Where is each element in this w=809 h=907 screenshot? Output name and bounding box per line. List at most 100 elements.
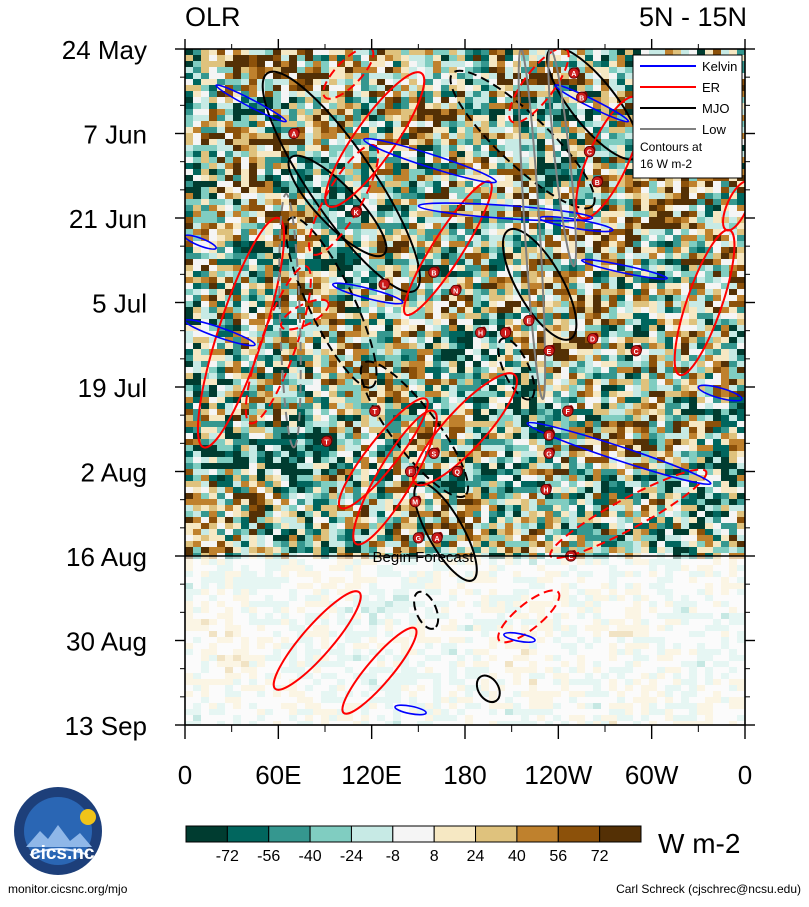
field-cell xyxy=(193,163,202,170)
field-cell xyxy=(457,373,466,380)
field-cell xyxy=(601,61,610,68)
field-cell xyxy=(329,337,338,344)
field-cell xyxy=(441,175,450,182)
field-cell xyxy=(489,259,498,266)
field-cell xyxy=(537,427,546,434)
field-cell xyxy=(337,361,346,368)
field-cell xyxy=(193,103,202,110)
field-cell xyxy=(561,343,570,350)
field-cell xyxy=(225,325,234,332)
field-cell xyxy=(185,367,194,374)
field-cell xyxy=(265,199,274,206)
field-cell xyxy=(569,211,578,218)
field-cell xyxy=(209,445,218,452)
field-cell xyxy=(697,409,706,416)
field-cell xyxy=(585,457,594,464)
field-cell xyxy=(537,97,546,104)
field-cell xyxy=(481,109,490,116)
field-cell xyxy=(689,409,698,416)
field-cell xyxy=(481,385,490,392)
field-cell xyxy=(233,127,242,134)
field-cell xyxy=(513,127,522,134)
field-cell xyxy=(569,349,578,356)
field-cell xyxy=(369,61,378,68)
field-cell xyxy=(681,259,690,266)
field-cell xyxy=(609,157,618,164)
field-cell xyxy=(729,427,738,434)
field-cell xyxy=(537,313,546,320)
field-cell xyxy=(657,295,666,302)
field-cell xyxy=(281,355,290,362)
field-cell xyxy=(665,421,674,428)
field-cell xyxy=(681,247,690,254)
field-cell xyxy=(321,97,330,104)
field-cell xyxy=(393,283,402,290)
field-cell xyxy=(657,193,666,200)
field-cell xyxy=(537,109,546,116)
field-cell xyxy=(577,373,586,380)
field-cell xyxy=(201,229,210,236)
field-cell xyxy=(241,205,250,212)
field-cell xyxy=(409,67,418,74)
field-cell xyxy=(369,181,378,188)
field-cell xyxy=(521,169,530,176)
field-cell xyxy=(257,145,266,152)
field-cell xyxy=(633,445,642,452)
field-cell xyxy=(249,163,258,170)
field-cell xyxy=(225,475,234,482)
field-cell xyxy=(729,283,738,290)
field-cell xyxy=(545,295,554,302)
field-cell xyxy=(481,175,490,182)
field-cell xyxy=(209,469,218,476)
field-cell xyxy=(585,241,594,248)
field-cell xyxy=(273,367,282,374)
field-cell xyxy=(201,127,210,134)
field-cell xyxy=(713,301,722,308)
field-cell xyxy=(361,109,370,116)
field-cell xyxy=(241,295,250,302)
field-cell xyxy=(209,133,218,140)
field-cell xyxy=(305,355,314,362)
field-cell xyxy=(553,451,562,458)
field-cell xyxy=(241,265,250,272)
field-cell xyxy=(393,259,402,266)
field-cell xyxy=(625,457,634,464)
field-cell xyxy=(545,277,554,284)
field-cell xyxy=(633,289,642,296)
field-cell xyxy=(489,61,498,68)
field-cell xyxy=(489,331,498,338)
field-cell xyxy=(601,319,610,326)
field-cell xyxy=(609,403,618,410)
field-cell xyxy=(657,205,666,212)
field-cell xyxy=(465,61,474,68)
field-cell xyxy=(273,385,282,392)
field-cell xyxy=(505,187,514,194)
field-cell xyxy=(425,49,434,56)
field-cell xyxy=(193,151,202,158)
field-cell xyxy=(441,421,450,428)
field-cell xyxy=(225,289,234,296)
field-cell xyxy=(657,463,666,470)
field-cell xyxy=(249,205,258,212)
field-cell xyxy=(585,373,594,380)
field-cell xyxy=(473,67,482,74)
field-cell xyxy=(665,271,674,278)
field-cell xyxy=(417,133,426,140)
field-cell xyxy=(665,403,674,410)
field-cell xyxy=(593,97,602,104)
field-cell xyxy=(577,109,586,116)
field-cell xyxy=(233,211,242,218)
field-cell xyxy=(201,247,210,254)
field-cell xyxy=(737,289,745,296)
field-cell xyxy=(681,391,690,398)
field-cell xyxy=(249,181,258,188)
field-cell xyxy=(361,337,370,344)
field-cell xyxy=(633,409,642,416)
field-cell xyxy=(569,91,578,98)
field-cell xyxy=(401,319,410,326)
field-cell xyxy=(441,301,450,308)
field-cell xyxy=(321,223,330,230)
field-cell xyxy=(553,397,562,404)
field-cell xyxy=(633,469,642,476)
field-cell xyxy=(313,223,322,230)
